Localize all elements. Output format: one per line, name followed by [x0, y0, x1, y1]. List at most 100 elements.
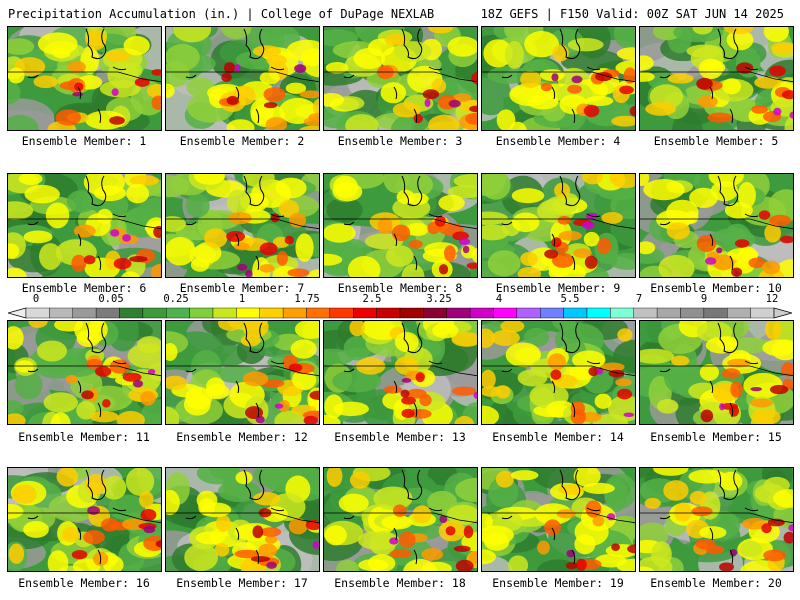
colorbar-tick-label: 1.75	[294, 293, 320, 305]
ensemble-member-label: Ensemble Member: 12	[176, 430, 308, 444]
precip-map	[482, 27, 635, 130]
precip-map	[324, 27, 477, 130]
colorbar-swatch	[493, 307, 518, 319]
colorbar-swatch	[353, 307, 377, 319]
coastline	[185, 28, 285, 124]
colorbar-tick-label: 4	[495, 293, 503, 305]
ensemble-member-label: Ensemble Member: 5	[653, 134, 779, 148]
precip-map	[640, 27, 793, 130]
ensemble-panel	[165, 26, 320, 131]
border-line	[166, 71, 319, 83]
colorbar-swatch	[540, 307, 564, 319]
ensemble-member-label: Ensemble Member: 20	[650, 576, 782, 590]
border-line	[166, 365, 319, 377]
colorbar-swatch	[95, 307, 120, 319]
colorbar-swatch	[119, 307, 144, 319]
colorbar-max-arrow	[773, 307, 794, 319]
precip-map	[8, 321, 161, 424]
colorbar-swatch	[166, 307, 190, 319]
precip-map	[640, 321, 793, 424]
ensemble-panel	[481, 173, 636, 278]
colorbar-tick-label: 9	[700, 293, 708, 305]
ensemble-member-label: Ensemble Member: 15	[650, 430, 782, 444]
colorbar-swatch	[680, 307, 705, 319]
ensemble-panel	[7, 26, 162, 131]
precip-map	[324, 321, 477, 424]
colorbar-swatch	[49, 307, 73, 319]
precip-map	[640, 174, 793, 277]
ensemble-panel	[639, 26, 794, 131]
coastline	[27, 322, 127, 418]
colorbar-tick-label: 5.5	[560, 293, 580, 305]
coastline	[27, 175, 127, 271]
ensemble-panel	[481, 26, 636, 131]
ensemble-member-label: Ensemble Member: 2	[179, 134, 305, 148]
colorbar-swatch	[329, 307, 354, 319]
coastline	[185, 175, 285, 271]
precip-map	[8, 174, 161, 277]
coastline	[185, 322, 285, 418]
ensemble-panel	[165, 467, 320, 572]
coastline	[501, 322, 601, 418]
ensemble-panel	[323, 320, 478, 425]
border-line	[640, 365, 793, 377]
ensemble-member-label: Ensemble Member: 17	[176, 576, 308, 590]
colorbar-tick-label: 3.25	[426, 293, 452, 305]
ensemble-member-label: Ensemble Member: 4	[495, 134, 621, 148]
border-line	[324, 512, 477, 524]
border-line	[166, 512, 319, 524]
colorbar-swatch	[586, 307, 611, 319]
colorbar-swatch	[189, 307, 214, 319]
colorbar-tick-label: 2.5	[362, 293, 382, 305]
colorbar-swatch	[236, 307, 260, 319]
precip-map	[166, 174, 319, 277]
border-line	[482, 71, 635, 83]
ensemble-member-label: Ensemble Member: 10	[650, 281, 782, 295]
border-line	[482, 218, 635, 230]
colorbar-swatch	[399, 307, 424, 319]
ensemble-panel	[165, 320, 320, 425]
colorbar-swatch	[703, 307, 728, 319]
ensemble-panel	[323, 173, 478, 278]
precip-map	[324, 468, 477, 571]
colorbar-swatch	[446, 307, 471, 319]
colorbar-tick-label: 0.05	[98, 293, 124, 305]
coastline	[343, 175, 443, 271]
coastline	[659, 28, 759, 124]
ensemble-member-label: Ensemble Member: 3	[337, 134, 463, 148]
ensemble-member-label: Ensemble Member: 19	[492, 576, 624, 590]
coastline	[501, 28, 601, 124]
border-line	[166, 218, 319, 230]
colorbar-swatch	[212, 307, 237, 319]
colorbar-swatch	[516, 307, 541, 319]
ensemble-panel	[639, 173, 794, 278]
colorbar-min-arrow	[6, 307, 27, 319]
colorbar-tick-label: 7	[635, 293, 643, 305]
colorbar-swatch	[72, 307, 97, 319]
colorbar-swatch	[306, 307, 331, 319]
border-line	[324, 365, 477, 377]
ensemble-member-label: Ensemble Member: 14	[492, 430, 624, 444]
precip-map	[640, 468, 793, 571]
precip-map	[482, 321, 635, 424]
border-line	[8, 512, 161, 524]
precip-map	[324, 174, 477, 277]
precip-map	[482, 468, 635, 571]
colorbar-tick-label: 12	[765, 293, 779, 305]
border-line	[640, 71, 793, 83]
precip-map	[8, 27, 161, 130]
ensemble-member-label: Ensemble Member: 16	[18, 576, 150, 590]
border-line	[482, 512, 635, 524]
colorbar-swatch	[259, 307, 284, 319]
precip-map	[166, 27, 319, 130]
coastline	[501, 175, 601, 271]
ensemble-member-label: Ensemble Member: 13	[334, 430, 466, 444]
ensemble-panel	[323, 467, 478, 572]
ensemble-member-label: Ensemble Member: 1	[21, 134, 147, 148]
coastline	[27, 469, 127, 565]
coastline	[343, 469, 443, 565]
ensemble-member-label: Ensemble Member: 9	[495, 281, 621, 295]
ensemble-panel	[481, 467, 636, 572]
border-line	[324, 218, 477, 230]
colorbar-swatch	[727, 307, 751, 319]
